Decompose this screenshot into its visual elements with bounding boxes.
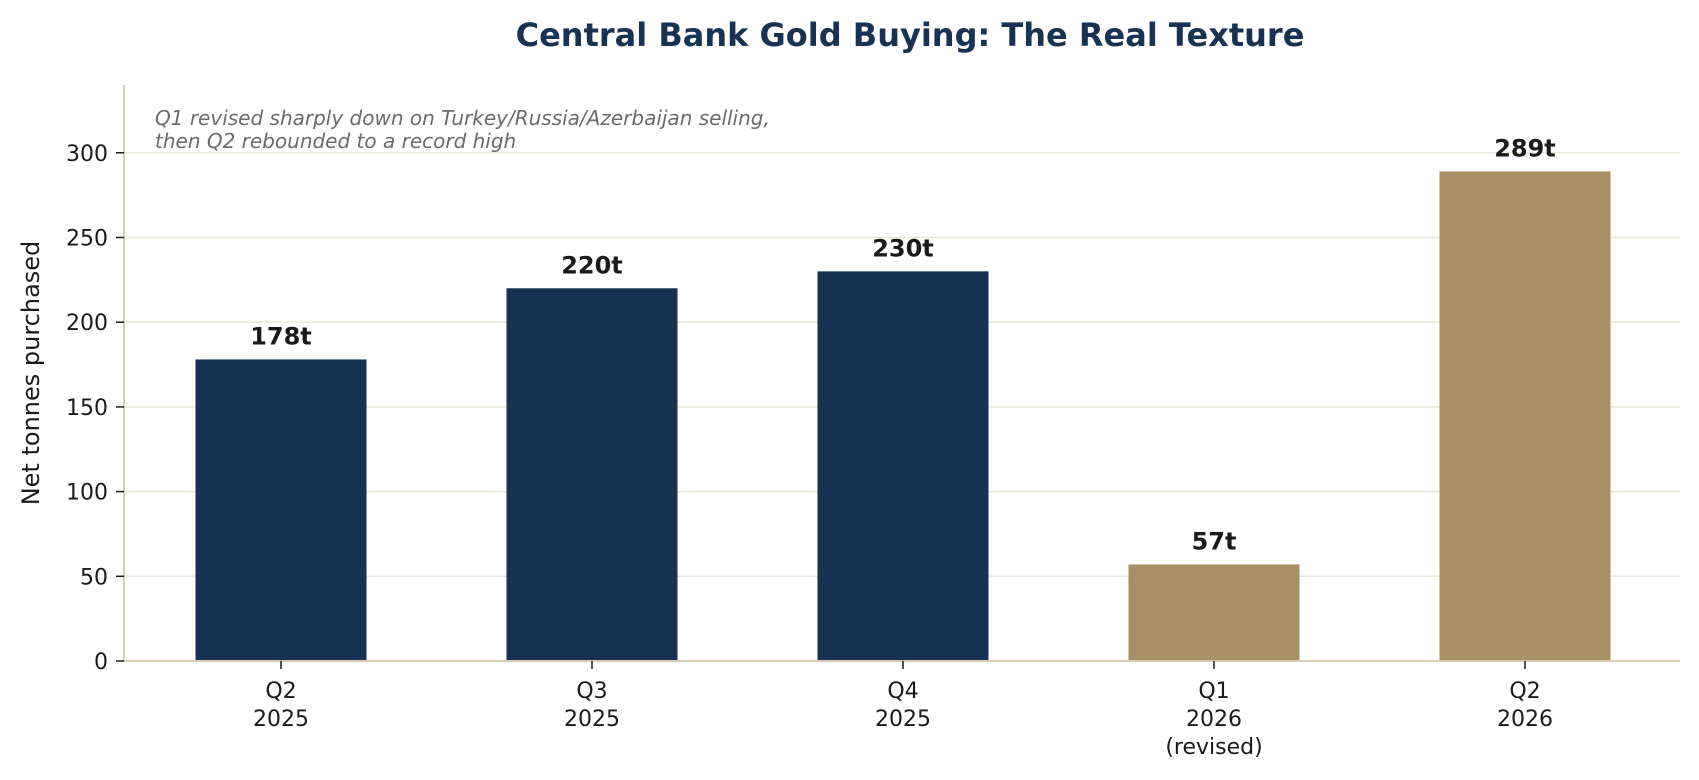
y-tick-label: 250	[66, 226, 108, 251]
data-labels: 178t 220t 230t 57t 289t	[250, 134, 1556, 555]
y-tick-label: 300	[66, 142, 108, 167]
x-tick-label: Q3 2025	[564, 679, 620, 732]
data-label: 230t	[872, 234, 934, 262]
y-tick-label: 50	[80, 565, 108, 590]
data-label: 178t	[250, 322, 312, 350]
chart-annotation: Q1 revised sharply down on Turkey/Russia…	[155, 106, 770, 153]
x-tick-label: Q4 2025	[875, 679, 931, 732]
x-tick-label: Q1 2026 (revised)	[1165, 679, 1262, 760]
data-label: 289t	[1494, 134, 1556, 162]
x-axis-ticks: Q2 2025 Q3 2025 Q4 2025 Q1 2026 (revised) Q2 2026	[253, 661, 1553, 760]
y-tick-label: 0	[94, 650, 108, 675]
data-label: 220t	[561, 251, 623, 279]
y-tick-label: 200	[66, 311, 108, 336]
bar	[195, 359, 367, 661]
y-axis-label: Net tonnes purchased	[17, 241, 45, 506]
bar	[1128, 564, 1300, 661]
y-tick-label: 100	[66, 481, 108, 506]
bar	[506, 288, 678, 661]
data-label: 57t	[1192, 527, 1237, 555]
bars	[195, 171, 1611, 661]
chart-title: Central Bank Gold Buying: The Real Textu…	[516, 16, 1305, 54]
x-tick-label: Q2 2026	[1497, 679, 1553, 732]
bar	[817, 271, 989, 661]
bar	[1439, 171, 1611, 661]
y-tick-label: 150	[66, 396, 108, 421]
y-axis-ticks: 0 50 100 150 200 250 300	[66, 142, 124, 675]
x-tick-label: Q2 2025	[253, 679, 309, 732]
